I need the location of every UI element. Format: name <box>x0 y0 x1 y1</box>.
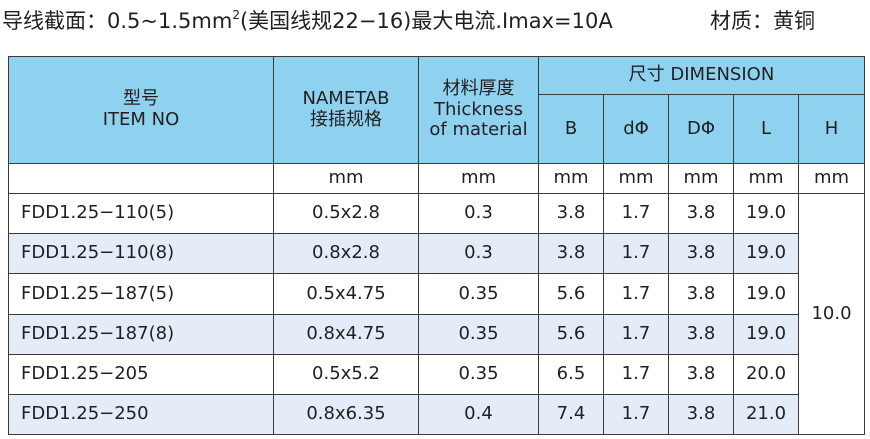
thickness-cell: 0.3 <box>418 233 539 275</box>
model-cell: FDD1.25−205 <box>8 353 274 395</box>
header-thickness-en2: of material <box>429 119 528 141</box>
header-item-en: ITEM NO <box>102 109 180 130</box>
d-phi-cell: 1.7 <box>603 273 669 315</box>
table-row: FDD1.25−250 0.8x6.35 0.4 7.4 1.7 3.8 21.… <box>8 393 865 436</box>
nametab-cell: 0.5x5.2 <box>273 353 419 395</box>
header-thickness-zh: 材料厚度 <box>442 77 515 99</box>
nametab-cell: 0.8x6.35 <box>273 393 419 436</box>
table-row: FDD1.25−110(5) 0.5x2.8 0.3 3.8 1.7 3.8 1… <box>8 193 865 435</box>
model-cell: FDD1.25−110(5) <box>8 193 274 235</box>
d-phi-cell: 1.7 <box>603 313 669 355</box>
unit-cell: mm <box>668 162 734 195</box>
model-cell: FDD1.25−110(8) <box>8 233 274 275</box>
unit-cell: mm <box>418 162 539 195</box>
header-dimension: 尺寸 DIMENSION <box>538 56 865 95</box>
l-cell: 19.0 <box>733 193 799 235</box>
big-d-phi-cell: 3.8 <box>668 313 734 355</box>
big-d-phi-cell: 3.8 <box>668 393 734 436</box>
b-cell: 5.6 <box>538 273 604 315</box>
model-cell: FDD1.25−187(8) <box>8 313 274 355</box>
table-row: FDD1.25−187(5) 0.5x4.75 0.35 5.6 1.7 3.8… <box>8 273 865 315</box>
b-cell: 6.5 <box>538 353 604 395</box>
nametab-cell: 0.8x4.75 <box>273 313 419 355</box>
unit-cell: mm <box>733 162 799 195</box>
nametab-cell: 0.8x2.8 <box>273 233 419 275</box>
header-d-phi: dΦ <box>603 94 669 164</box>
header-item-no: 型号 ITEM NO <box>8 56 274 164</box>
header-nametab-zh: 接插规格 <box>310 109 382 130</box>
d-phi-cell: 1.7 <box>603 233 669 275</box>
spec-text-superscript: 2 <box>232 8 240 22</box>
units-item-cell <box>8 162 274 195</box>
big-d-phi-cell: 3.8 <box>668 273 734 315</box>
header-nametab: NAMETAB 接插规格 <box>273 56 419 164</box>
big-d-phi-cell: 3.8 <box>668 353 734 395</box>
header-thickness: 材料厚度 Thickness of material <box>418 56 539 164</box>
table-row: FDD1.25−205 0.5x5.2 0.35 6.5 1.7 3.8 20.… <box>8 353 865 395</box>
thickness-cell: 0.4 <box>418 393 539 436</box>
unit-cell: mm <box>538 162 604 195</box>
header-l: L <box>733 94 799 164</box>
thickness-cell: 0.35 <box>418 313 539 355</box>
nametab-cell: 0.5x4.75 <box>273 273 419 315</box>
big-d-phi-cell: 3.8 <box>668 233 734 275</box>
thickness-cell: 0.35 <box>418 353 539 395</box>
spec-text-before: 导线截面：0.5~1.5mm <box>2 9 233 33</box>
table-row: FDD1.25−110(8) 0.8x2.8 0.3 3.8 1.7 3.8 1… <box>8 233 865 275</box>
table-header: 型号 ITEM NO NAMETAB 接插规格 材料厚度 Thickness o… <box>8 56 865 164</box>
d-phi-cell: 1.7 <box>603 193 669 235</box>
thickness-cell: 0.35 <box>418 273 539 315</box>
b-cell: 5.6 <box>538 313 604 355</box>
table-row: FDD1.25−187(8) 0.8x4.75 0.35 5.6 1.7 3.8… <box>8 313 865 355</box>
b-cell: 7.4 <box>538 393 604 436</box>
units-row: mm mm mm mm mm mm mm <box>8 162 865 195</box>
header-nametab-en: NAMETAB <box>302 88 390 110</box>
header-item-zh: 型号 <box>123 88 159 110</box>
l-cell: 19.0 <box>733 313 799 355</box>
header-thickness-en1: Thickness <box>434 98 523 120</box>
l-cell: 21.0 <box>733 393 799 436</box>
unit-cell: mm <box>798 162 865 195</box>
l-cell: 20.0 <box>733 353 799 395</box>
l-cell: 19.0 <box>733 233 799 275</box>
model-cell: FDD1.25−187(5) <box>8 273 274 315</box>
thickness-cell: 0.3 <box>418 193 539 235</box>
unit-cell: mm <box>273 162 419 195</box>
spec-caption: 导线截面：0.5~1.5mm2(美国线规22−16)最大电流.Imax=10A 材… <box>2 4 868 38</box>
header-b: B <box>538 94 604 164</box>
big-d-phi-cell: 3.8 <box>668 193 734 235</box>
header-h: H <box>798 94 865 164</box>
d-phi-cell: 1.7 <box>603 353 669 395</box>
material-text: 材质：黄铜 <box>710 9 815 33</box>
l-cell: 19.0 <box>733 273 799 315</box>
nametab-cell: 0.5x2.8 <box>273 193 419 235</box>
h-value-cell: 10.0 <box>798 193 865 435</box>
header-big-d-phi: DΦ <box>668 94 734 164</box>
table-body: mm mm mm mm mm mm mm FDD1.25−110(5) 0.5x… <box>8 162 865 436</box>
spec-table: 型号 ITEM NO NAMETAB 接插规格 材料厚度 Thickness o… <box>8 56 865 436</box>
unit-cell: mm <box>603 162 669 195</box>
model-cell: FDD1.25−250 <box>8 393 274 436</box>
d-phi-cell: 1.7 <box>603 393 669 436</box>
b-cell: 3.8 <box>538 193 604 235</box>
spec-text-after: (美国线规22−16)最大电流.Imax=10A <box>239 9 613 33</box>
b-cell: 3.8 <box>538 233 604 275</box>
